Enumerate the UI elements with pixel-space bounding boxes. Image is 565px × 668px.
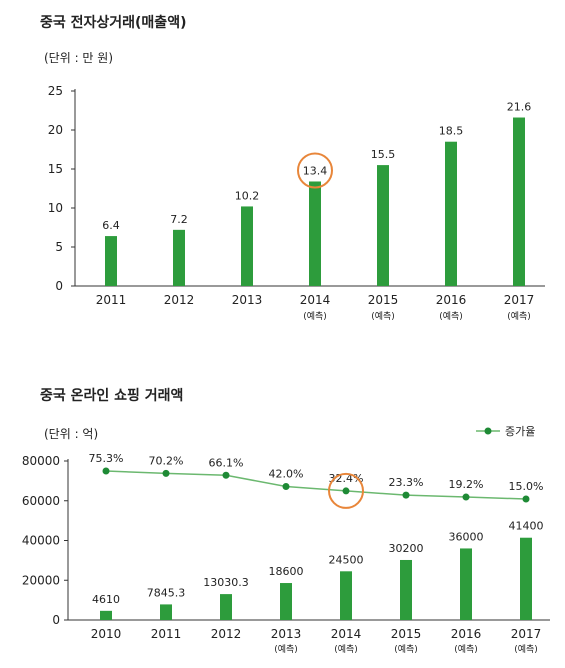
chart2-bar	[460, 548, 472, 620]
chart1-plot: 0 5 10 15 20 25 6.4 2011 7.2 2012 10.2 2013 13.4 2014…	[48, 84, 545, 322]
chart2-x-tick-label: 2010	[91, 627, 122, 641]
chart1-x-tick-label: 2013	[232, 293, 263, 307]
chart1-x-tick-label: 2015	[368, 293, 399, 307]
chart1-x-tick-note: (예측)	[439, 311, 463, 322]
legend-label: 증가율	[505, 425, 535, 438]
chart2-growth-label: 32.4%	[329, 472, 364, 485]
chart2-x-tick-note: (예측)	[274, 644, 298, 655]
chart2-bar-value-label: 4610	[92, 593, 120, 606]
chart1-bar	[513, 117, 525, 287]
chart2-y-tick-label: 80000	[22, 454, 60, 468]
chart2-growth-label: 15.0%	[509, 480, 544, 493]
chart1-y-tick-label: 20	[48, 123, 63, 137]
chart2-plot: 0 20000 40000 60000 80000 4610 2010 7845.3 2011 1…	[22, 452, 550, 655]
chart2-growth-label: 66.1%	[209, 456, 244, 469]
chart2-bar-value-label: 36000	[449, 530, 484, 543]
chart2-growth-label: 23.3%	[389, 476, 424, 489]
chart1-y-tick-label: 15	[48, 162, 63, 176]
chart1-bar	[241, 206, 253, 286]
chart1-x-tick-label: 2014	[300, 293, 331, 307]
chart2-highlight-circle	[328, 472, 364, 509]
chart1-value-label: 13.4	[303, 164, 328, 177]
chart1-x-tick-label: 2012	[164, 293, 195, 307]
chart2-x-tick-label: 2011	[151, 627, 182, 641]
chart2-growth-marker	[162, 469, 170, 477]
chart2-x-tick-note: (예측)	[454, 644, 478, 655]
chart2-growth-label: 70.2%	[149, 454, 184, 467]
chart2-title: 중국 온라인 쇼핑 거래액	[40, 387, 183, 404]
chart2-x-tick-label: 2012	[211, 627, 242, 641]
chart2-growth-marker	[522, 495, 530, 503]
chart1-value-label: 21.6	[507, 101, 532, 114]
chart2-bar-value-label: 18600	[269, 565, 304, 578]
chart2-x-tick-note: (예측)	[514, 644, 538, 655]
chart2-x-tick-label: 2017	[511, 627, 542, 641]
chart2-legend: 증가율	[476, 425, 535, 438]
chart2-growth-marker	[342, 487, 350, 495]
chart1-bar	[445, 141, 457, 286]
chart2-bar-value-label: 7845.3	[147, 586, 186, 599]
chart2-growth-marker	[402, 491, 410, 499]
chart1-y-tick-label: 10	[48, 201, 63, 215]
chart1-unit-label: (단위 : 만 원)	[44, 51, 113, 65]
chart2-bar	[160, 604, 172, 620]
chart1-title: 중국 전자상거래(매출액)	[40, 14, 186, 31]
chart2-growth-marker	[102, 467, 110, 475]
chart1-x-tick-label: 2016	[436, 293, 467, 307]
chart1-y-tick-label: 5	[55, 240, 63, 254]
chart2-x-tick-label: 2016	[451, 627, 482, 641]
chart2-bar-value-label: 30200	[389, 542, 424, 555]
chart1-value-label: 10.2	[235, 189, 260, 202]
chart2-bar	[520, 537, 532, 620]
chart1-value-label: 6.4	[102, 219, 120, 232]
chart1-bar	[377, 165, 389, 286]
chart2-growth-marker	[462, 493, 470, 501]
chart2-y-tick-label: 20000	[22, 573, 60, 587]
chart2-bar-value-label: 13030.3	[203, 576, 249, 589]
chart2-x-tick-note: (예측)	[334, 644, 358, 655]
chart1-x-tick-note: (예측)	[303, 311, 327, 322]
chart1-bar	[173, 229, 185, 286]
chart2-y-tick-label: 60000	[22, 494, 60, 508]
chart2-growth-marker	[222, 471, 230, 479]
chart2-growth-marker	[282, 482, 290, 490]
chart2-bar	[280, 583, 292, 620]
chart1-bar	[105, 236, 117, 286]
chart2-bar	[340, 571, 352, 620]
chart1-highlight-circle	[297, 152, 333, 189]
chart1-y-tick-label: 0	[55, 279, 63, 293]
chart2-y-tick-label: 0	[52, 613, 60, 627]
chart1-value-label: 7.2	[170, 213, 188, 226]
chart1-x-tick-label: 2017	[504, 293, 535, 307]
chart2-bar	[100, 610, 112, 620]
chart1-value-label: 18.5	[439, 125, 464, 138]
chart1-y-tick-label: 25	[48, 84, 63, 98]
chart1-x-tick-note: (예측)	[507, 311, 531, 322]
chart2-growth-label: 42.0%	[269, 467, 304, 480]
chart2-growth-label: 75.3%	[89, 452, 124, 465]
chart2-x-tick-label: 2013	[271, 627, 302, 641]
chart2-unit-label: (단위 : 억)	[44, 427, 98, 441]
chart2-x-tick-note: (예측)	[394, 644, 418, 655]
chart2-y-tick-label: 40000	[22, 534, 60, 548]
chart2-bar	[400, 559, 412, 620]
chart1-x-tick-note: (예측)	[371, 311, 395, 322]
legend-marker-icon	[484, 427, 492, 435]
chart2-growth-line	[105, 470, 527, 500]
chart1-value-label: 15.5	[371, 148, 396, 161]
chart1-bar	[309, 181, 321, 286]
chart2-bar-value-label: 24500	[329, 553, 364, 566]
chart1-x-tick-label: 2011	[96, 293, 127, 307]
chart2-x-tick-label: 2014	[331, 627, 362, 641]
chart2-x-tick-label: 2015	[391, 627, 422, 641]
chart2-bar	[220, 594, 232, 620]
chart2-growth-label: 19.2%	[449, 478, 484, 491]
chart2-bar-value-label: 41400	[509, 520, 544, 533]
